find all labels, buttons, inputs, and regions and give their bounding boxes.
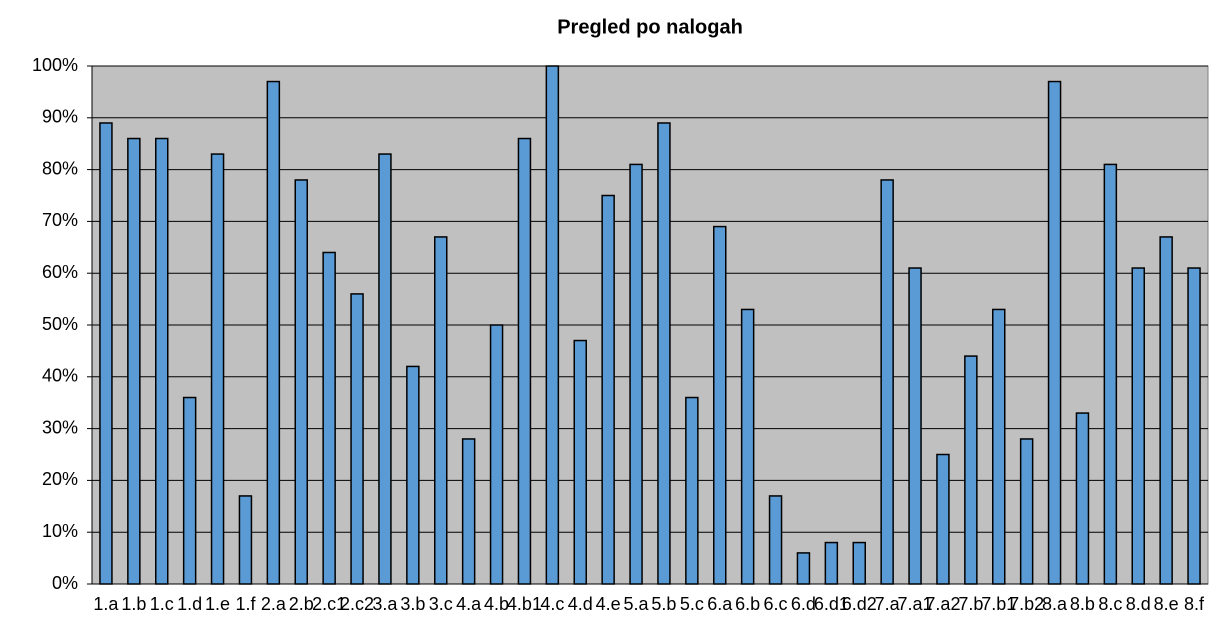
x-tick-label: 8.f [1184,594,1205,614]
bar [1159,236,1173,585]
x-tick-label: 2.c2 [340,594,374,614]
bar [99,122,113,585]
bar [406,365,420,585]
bar [461,438,476,585]
x-tick-label: 7.b1 [981,594,1016,614]
x-tick-label: 6.b [735,594,760,614]
bar [266,80,281,585]
bar [824,541,839,585]
y-tick-label: 30% [42,417,78,437]
bar [1019,438,1034,585]
x-tick-label: 2.a [261,594,287,614]
bar [350,293,364,585]
x-tick-label: 3.a [372,594,398,614]
x-tick-label: 7.b2 [1009,594,1044,614]
bar [322,251,336,585]
bar [378,153,392,585]
x-tick-label: 6.d1 [814,594,849,614]
bar [1047,80,1062,585]
x-tick-label: 4.b1 [507,594,542,614]
bar [880,179,894,585]
bar [796,552,811,585]
y-tick-label: 90% [42,107,78,127]
chart-title: Pregled po nalogah [557,16,743,38]
x-tick-label: 4.d [568,594,593,614]
x-tick-label: 4.c [540,594,564,614]
bar [852,541,866,585]
bar [964,355,978,585]
bar [155,137,169,585]
bar [908,267,922,585]
x-tick-label: 1.e [205,594,230,614]
x-tick-label: 5.c [680,594,704,614]
y-tick-label: 40% [42,366,78,386]
x-tick-label: 1.a [93,594,119,614]
y-tick-label: 100% [32,55,78,75]
bar [434,236,448,585]
bar [685,396,699,585]
y-tick-label: 50% [42,314,78,334]
x-tick-label: 8.c [1098,594,1122,614]
bar [1187,267,1201,585]
x-tick-label: 7.b [958,594,983,614]
x-tick-label: 8.a [1042,594,1068,614]
x-tick-label: 8.b [1070,594,1095,614]
x-tick-label: 2.c1 [312,594,346,614]
bar [545,65,560,585]
x-tick-label: 4.e [596,594,621,614]
y-tick-label: 0% [52,573,78,593]
bar [127,137,141,585]
x-tick-label: 7.a [875,594,901,614]
y-tick-label: 70% [42,210,78,230]
x-tick-label: 6.a [707,594,733,614]
x-tick-label: 1.f [235,594,256,614]
bar [1131,267,1145,585]
bar [238,495,253,585]
bar [601,194,615,585]
x-tick-label: 1.c [150,594,174,614]
bar [740,308,755,585]
y-tick-label: 80% [42,158,78,178]
x-tick-label: 4.a [456,594,482,614]
y-tick-label: 10% [42,521,78,541]
x-tick-label: 6.c [764,594,788,614]
bar [713,225,727,585]
bar [489,324,504,585]
bar [629,163,643,585]
x-tick-label: 6.d [791,594,816,614]
x-tick-label: 6.d2 [842,594,877,614]
x-tick-label: 8.d [1126,594,1151,614]
y-tick-label: 60% [42,262,78,282]
bar [573,339,587,585]
bar [936,453,950,585]
x-tick-label: 7.a1 [898,594,933,614]
x-tick-label: 3.b [400,594,425,614]
bar [1075,412,1090,585]
bar [768,495,783,585]
bar [1103,163,1118,585]
bar [294,179,308,585]
x-tick-label: 7.a2 [925,594,960,614]
bar [992,308,1006,585]
bar [210,153,225,585]
x-tick-label: 3.c [429,594,453,614]
x-tick-label: 2.b [289,594,314,614]
bar [182,396,197,585]
bar [517,137,532,585]
y-tick-label: 20% [42,469,78,489]
x-tick-label: 1.d [177,594,202,614]
x-tick-label: 4.b [484,594,509,614]
x-tick-label: 5.b [651,594,676,614]
x-tick-label: 5.a [624,594,650,614]
x-tick-label: 1.b [121,594,146,614]
x-tick-label: 8.e [1154,594,1179,614]
bar [657,122,671,585]
